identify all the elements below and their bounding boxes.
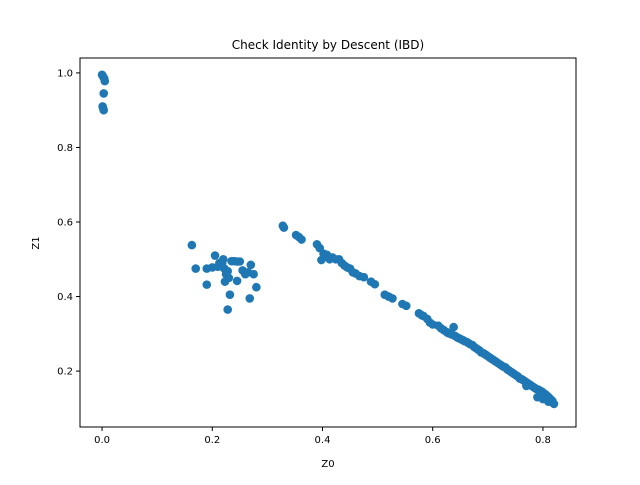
- y-tick-label: 0.6: [57, 218, 73, 229]
- x-tick-label: 0.6: [425, 435, 441, 446]
- data-point: [359, 272, 369, 282]
- data-point: [235, 257, 245, 266]
- data-point: [538, 394, 548, 404]
- data-point: [191, 264, 201, 273]
- data-point: [370, 279, 380, 289]
- data-point: [202, 280, 212, 289]
- data-point: [187, 240, 197, 250]
- data-point: [401, 301, 411, 311]
- data-point: [245, 294, 255, 303]
- data-point: [218, 254, 228, 264]
- data-point: [99, 89, 108, 98]
- x-tick-label: 0.4: [315, 435, 331, 446]
- data-point: [388, 294, 397, 303]
- y-tick-label: 0.2: [57, 367, 73, 378]
- chart-title: Check Identity by Descent (IBD): [232, 38, 424, 52]
- data-point: [224, 273, 234, 283]
- data-point: [223, 266, 232, 276]
- y-tick-label: 0.8: [57, 143, 73, 154]
- data-point: [246, 260, 256, 270]
- data-point: [252, 282, 261, 292]
- x-axis-label: Z0: [321, 459, 334, 470]
- data-point: [225, 290, 235, 299]
- y-axis-label: Z1: [31, 236, 42, 249]
- data-point: [232, 276, 242, 286]
- data-point: [449, 322, 458, 332]
- data-point: [522, 381, 531, 391]
- data-point: [279, 223, 289, 232]
- y-tick-label: 1.0: [57, 68, 73, 79]
- data-point: [99, 105, 108, 115]
- x-tick-label: 0.8: [535, 435, 551, 446]
- x-axis: 0.0 0.2 0.4 0.6 0.8: [94, 427, 551, 446]
- data-point: [249, 269, 258, 279]
- data-point: [100, 76, 110, 86]
- x-tick-label: 0.2: [204, 435, 220, 446]
- data-point: [297, 235, 306, 244]
- data-point: [223, 305, 232, 314]
- x-tick-label: 0.0: [94, 435, 110, 446]
- y-tick-label: 0.4: [57, 292, 73, 303]
- points-layer: [97, 70, 559, 409]
- y-axis: 0.2 0.4 0.6 0.8 1.0: [57, 68, 80, 378]
- plot-frame: [79, 57, 577, 428]
- data-point: [210, 251, 220, 260]
